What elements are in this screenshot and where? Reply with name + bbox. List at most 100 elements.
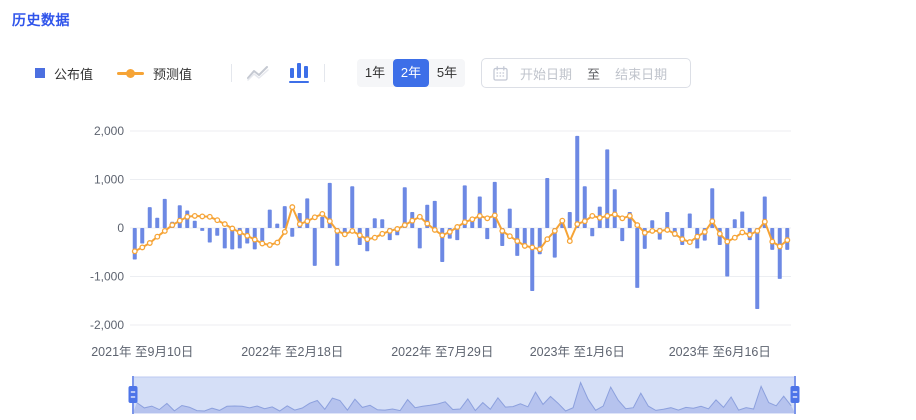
bar-published-value[interactable]: [155, 217, 160, 228]
bar-published-value[interactable]: [417, 228, 422, 249]
x-axis-tick-label: 2023年 至1月6日: [530, 345, 625, 359]
bar-published-value[interactable]: [162, 198, 167, 228]
line-chart-icon[interactable]: [247, 65, 269, 81]
forecast-point-marker: [589, 212, 596, 219]
forecast-point-marker: [739, 229, 746, 236]
bar-published-value[interactable]: [590, 228, 595, 237]
bar-published-value[interactable]: [372, 218, 377, 228]
bar-published-value[interactable]: [522, 228, 527, 247]
bar-published-value[interactable]: [725, 228, 730, 277]
bar-published-value[interactable]: [530, 228, 535, 292]
forecast-point-marker: [259, 240, 266, 247]
bar-published-value[interactable]: [687, 213, 692, 228]
bar-published-value[interactable]: [267, 209, 272, 228]
bar-published-value[interactable]: [710, 188, 715, 228]
bar-published-value[interactable]: [650, 220, 655, 228]
legend-item-published[interactable]: 公布值: [35, 64, 93, 83]
forecast-point-marker: [686, 239, 693, 246]
forecast-point-marker: [296, 221, 303, 228]
bar-published-value[interactable]: [222, 228, 227, 249]
bar-published-value[interactable]: [335, 228, 340, 266]
forecast-point-marker: [236, 229, 243, 236]
forecast-point-marker: [334, 227, 341, 234]
bar-published-value[interactable]: [230, 228, 235, 250]
bar-published-value[interactable]: [582, 186, 587, 228]
range-button-2y[interactable]: 2年: [393, 59, 430, 87]
bar-published-value[interactable]: [132, 228, 137, 260]
bar-published-value[interactable]: [462, 185, 467, 228]
forecast-point-marker: [266, 242, 273, 248]
bar-published-value[interactable]: [575, 135, 580, 228]
forecast-point-marker: [274, 239, 281, 246]
forecast-point-marker: [746, 231, 753, 238]
bar-published-value[interactable]: [492, 181, 497, 228]
slider-left-handle[interactable]: [128, 376, 138, 414]
forecast-point-marker: [326, 218, 333, 225]
bar-published-value[interactable]: [552, 228, 557, 258]
bar-published-value[interactable]: [320, 216, 325, 228]
bar-published-value[interactable]: [282, 206, 287, 228]
slider-right-handle[interactable]: [790, 376, 800, 414]
bar-published-value[interactable]: [380, 219, 385, 228]
legend-item-forecast[interactable]: 预测值: [117, 64, 192, 83]
forecast-point-marker: [596, 214, 603, 221]
bar-published-value[interactable]: [567, 212, 572, 228]
divider: [231, 64, 233, 82]
forecast-point-marker: [341, 231, 348, 238]
bar-published-value[interactable]: [740, 211, 745, 228]
bar-published-value[interactable]: [215, 228, 220, 236]
bar-published-value[interactable]: [777, 228, 782, 279]
bar-published-value[interactable]: [192, 220, 197, 228]
data-zoom-slider[interactable]: [0, 374, 916, 420]
bar-published-value[interactable]: [200, 228, 205, 231]
bar-published-value[interactable]: [260, 228, 265, 242]
bar-published-value[interactable]: [290, 228, 295, 237]
y-axis-tick-label: 0: [117, 221, 124, 235]
bar-published-value[interactable]: [147, 207, 152, 228]
bar-published-value[interactable]: [605, 149, 610, 228]
bar-published-value[interactable]: [635, 228, 640, 288]
bar-published-value[interactable]: [432, 200, 437, 228]
forecast-point-marker: [244, 232, 251, 239]
range-button-1y[interactable]: 1年: [364, 65, 386, 80]
bar-published-value[interactable]: [545, 178, 550, 228]
bar-published-value[interactable]: [470, 220, 475, 228]
bar-published-value[interactable]: [275, 223, 280, 229]
date-range-separator: 至: [587, 66, 601, 82]
bar-published-value[interactable]: [612, 189, 617, 228]
forecast-point-marker: [304, 218, 311, 225]
bar-published-value[interactable]: [755, 228, 760, 309]
main-chart[interactable]: 2,000 1,000 0 -1,000 -2,000 2021年 至9月10日 2022年…: [0, 100, 916, 373]
bar-published-value[interactable]: [485, 228, 490, 240]
bar-published-value[interactable]: [732, 219, 737, 228]
legend-forecast-label: 预测值: [153, 66, 193, 82]
line-forecast-value[interactable]: [133, 206, 789, 253]
bar-published-value[interactable]: [455, 228, 460, 241]
bar-published-value[interactable]: [140, 228, 145, 244]
bar-published-value[interactable]: [402, 187, 407, 228]
forecast-point-marker: [566, 238, 573, 245]
end-date-input[interactable]: 结束日期: [615, 66, 668, 82]
bar-published-value[interactable]: [665, 212, 670, 228]
bar-chart-icon[interactable]: [289, 63, 310, 83]
forecast-point-marker: [289, 204, 296, 211]
forecast-point-marker: [431, 226, 438, 233]
forecast-point-marker: [281, 228, 288, 235]
bar-published-value[interactable]: [177, 205, 182, 228]
forecast-point-marker: [364, 236, 371, 243]
start-date-input[interactable]: 开始日期: [520, 66, 573, 82]
bar-published-value[interactable]: [327, 182, 332, 228]
bar-published-value[interactable]: [507, 208, 512, 228]
bar-published-value[interactable]: [207, 228, 212, 243]
bar-published-value[interactable]: [477, 196, 482, 228]
date-range-picker[interactable]: 开始日期 至 结束日期: [481, 58, 692, 88]
forecast-point-marker: [619, 215, 626, 222]
bar-published-value[interactable]: [312, 228, 317, 266]
x-axis-tick-label: 2022年 至2月18日: [241, 345, 343, 359]
bar-published-value[interactable]: [350, 186, 355, 228]
page-title: 历史数据: [12, 12, 70, 28]
range-button-5y[interactable]: 5年: [436, 65, 458, 80]
y-axis-tick-label: -2,000: [90, 318, 124, 332]
bar-published-value[interactable]: [620, 228, 625, 242]
